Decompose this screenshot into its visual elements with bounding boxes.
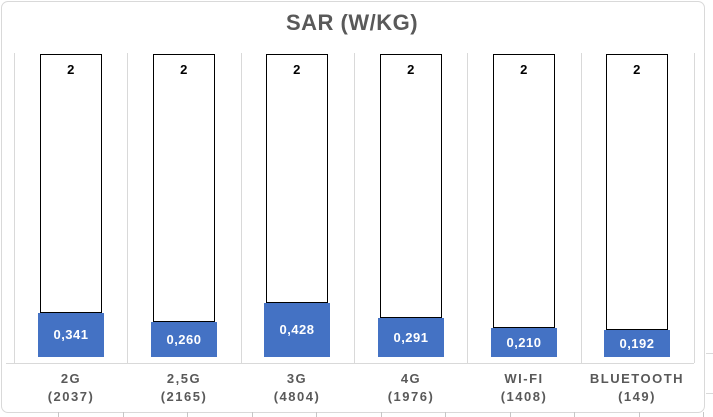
- sar-value-label: 0,428: [279, 322, 315, 337]
- category-gridline: [467, 53, 468, 363]
- category-label-line1: 3G: [286, 371, 308, 386]
- category-gridline: [581, 53, 582, 363]
- sar-value-label: 0,291: [393, 330, 429, 345]
- worksheet-gridline-tick: [381, 412, 382, 417]
- worksheet-gridline-tick: [574, 412, 575, 417]
- category-gridline: [127, 53, 128, 363]
- worksheet-gridline-tick: [510, 412, 511, 417]
- limit-bar: [380, 54, 442, 318]
- sar-bar: [604, 330, 670, 357]
- limit-bar: [153, 54, 215, 322]
- limit-bar: [606, 54, 668, 330]
- category-gridline: [241, 53, 242, 363]
- worksheet-gridline-tick: [445, 412, 446, 417]
- category-gridline: [14, 53, 15, 363]
- sar-bar: [151, 322, 217, 357]
- category-label: 4G (1976): [354, 370, 468, 406]
- category-label: 3G (4804): [240, 370, 354, 406]
- sar-bar: [264, 303, 330, 357]
- category-label-line2: (149): [618, 389, 656, 404]
- category-label: 2,5G (2165): [127, 370, 241, 406]
- worksheet-gridline-tick: [639, 412, 640, 417]
- category-label: WI-FI (1408): [467, 370, 581, 406]
- worksheet-gridline-tick: [252, 412, 253, 417]
- category-gridline: [694, 53, 695, 363]
- x-axis-line: [6, 363, 694, 364]
- worksheet-gridline-tick: [123, 412, 124, 417]
- category-label-line1: BLUETOOTH: [589, 371, 685, 386]
- worksheet-gridline-tick: [58, 412, 59, 417]
- worksheet-gridline-tick: [316, 412, 317, 417]
- limit-bar: [40, 54, 102, 313]
- limit-bar: [266, 54, 328, 303]
- category-label: 2G (2037): [14, 370, 128, 406]
- category-label-line2: (1976): [387, 389, 435, 404]
- chart-title: SAR (W/KG): [285, 10, 419, 35]
- category-label-line2: (2165): [160, 389, 208, 404]
- sar-value-label: 0,260: [166, 332, 202, 347]
- limit-value-label: 2: [633, 62, 641, 77]
- worksheet-gridline-tick: [706, 393, 713, 394]
- sar-bar: [38, 313, 104, 357]
- category-label-line1: 2,5G: [166, 371, 202, 386]
- category-label-line1: WI-FI: [504, 371, 544, 386]
- sar-value-label: 0,341: [53, 327, 89, 342]
- limit-value-label: 2: [67, 62, 75, 77]
- chart-frame: [1, 1, 705, 413]
- worksheet-gridline-tick: [703, 412, 704, 417]
- limit-value-label: 2: [520, 62, 528, 77]
- sar-bar: [378, 318, 444, 357]
- category-gridline: [354, 53, 355, 363]
- limit-bar: [493, 54, 555, 328]
- category-label-line1: 2G: [60, 371, 82, 386]
- category-label-line1: 4G: [400, 371, 422, 386]
- category-label-line2: (2037): [47, 389, 95, 404]
- limit-value-label: 2: [180, 62, 188, 77]
- sar-value-label: 0,192: [619, 336, 655, 351]
- worksheet-gridline-tick: [706, 353, 713, 354]
- category-label-line2: (1408): [500, 389, 548, 404]
- limit-value-label: 2: [407, 62, 415, 77]
- sar-bar: [491, 328, 557, 357]
- sar-value-label: 0,210: [506, 335, 542, 350]
- category-label: BLUETOOTH (149): [580, 370, 694, 406]
- category-label-line2: (4804): [273, 389, 321, 404]
- limit-value-label: 2: [293, 62, 301, 77]
- worksheet-gridline-tick: [187, 412, 188, 417]
